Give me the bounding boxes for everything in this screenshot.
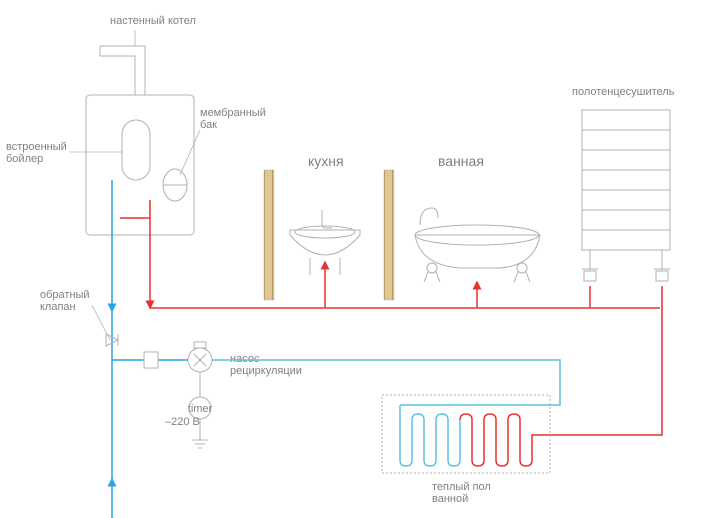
power-label: –220 В — [165, 416, 200, 428]
flue-pipe — [100, 46, 145, 95]
check-valve-label: обратный клапан — [40, 289, 93, 313]
recirc-pump-label: насос рециркуляции — [230, 353, 302, 377]
kitchen-label: кухня — [308, 153, 344, 169]
warm-floor-label: теплый пол ванной — [432, 481, 494, 505]
wall-2 — [384, 170, 394, 300]
wall-boiler — [86, 95, 194, 235]
towel-rail-icon — [582, 110, 670, 281]
towel-rail-label: полотенцесушитель — [572, 86, 675, 98]
wall-1 — [264, 170, 274, 300]
pump-assembly: timer — [144, 342, 213, 448]
floor-coil-red — [460, 414, 546, 466]
membrane-tank-label: мембранный бак — [200, 107, 269, 131]
svg-text:timer: timer — [188, 403, 213, 415]
bathtub-icon — [415, 208, 540, 282]
builtin-boiler-label: встроенный бойлер — [6, 141, 70, 165]
boiler-title: настенный котел — [110, 15, 196, 27]
warm-floor-box — [382, 395, 550, 473]
floor-coil-blue — [400, 405, 460, 466]
bathroom-label: ванная — [438, 153, 484, 169]
